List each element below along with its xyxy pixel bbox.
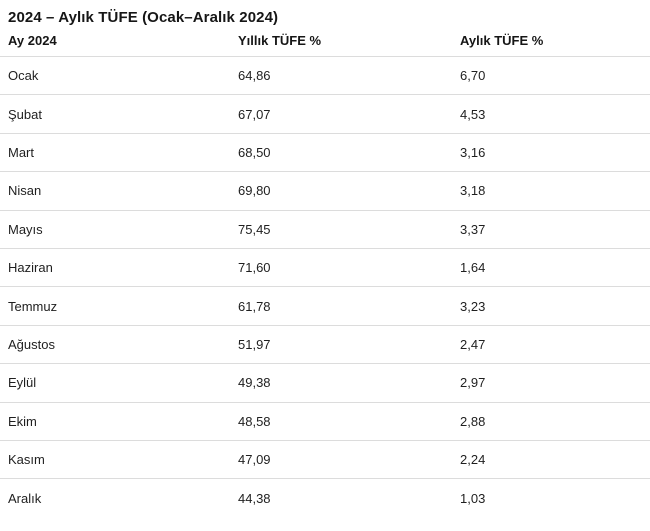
table-row: Ocak 64,86 6,70 xyxy=(0,56,650,96)
header-row: Ay 2024 Yıllık TÜFE % Aylık TÜFE % xyxy=(0,29,650,57)
table-row: Eylül 49,38 2,97 xyxy=(0,363,650,403)
table-row: Nisan 69,80 3,18 xyxy=(0,171,650,211)
table-body: Ocak 64,86 6,70 Şubat 67,07 4,53 Mart 68… xyxy=(0,56,650,518)
cell-monthly-tufe: 2,24 xyxy=(460,440,650,480)
cell-month: Mart xyxy=(0,133,238,173)
cell-month: Haziran xyxy=(0,248,238,288)
table-row: Mayıs 75,45 3,37 xyxy=(0,210,650,249)
cell-monthly-tufe: 3,37 xyxy=(460,210,650,249)
cell-monthly-tufe: 3,16 xyxy=(460,133,650,173)
cell-monthly-tufe: 3,23 xyxy=(460,286,650,326)
cell-monthly-tufe: 3,18 xyxy=(460,171,650,211)
cell-yearly-tufe: 61,78 xyxy=(238,286,460,326)
cell-monthly-tufe: 1,03 xyxy=(460,490,486,506)
column-header-yearly-tufe: Yıllık TÜFE % xyxy=(238,29,460,57)
cell-yearly-tufe: 68,50 xyxy=(238,133,460,173)
cell-yearly-tufe: 44,38 xyxy=(238,490,271,506)
cell-month: Şubat xyxy=(0,94,238,134)
cell-yearly-tufe: 51,97 xyxy=(238,325,460,365)
tufe-table: Ay 2024 Yıllık TÜFE % Aylık TÜFE % Ocak … xyxy=(0,29,650,517)
page-title: 2024 – Aylık TÜFE (Ocak–Aralık 2024) xyxy=(8,9,279,26)
cell-yearly-tufe: 71,60 xyxy=(238,248,460,288)
cell-yearly-tufe: 69,80 xyxy=(238,171,460,211)
cell-month: Temmuz xyxy=(0,286,238,326)
cell-yearly-tufe: 64,86 xyxy=(238,56,460,96)
cell-monthly-tufe: 2,97 xyxy=(460,363,650,403)
table-row: Mart 68,50 3,16 xyxy=(0,133,650,173)
table-row: Haziran 71,60 1,64 xyxy=(0,248,650,288)
cell-yearly-tufe: 75,45 xyxy=(238,210,460,249)
table-row: Aralık 44,38 1,03 xyxy=(0,479,650,517)
cell-monthly-tufe: 6,70 xyxy=(460,56,650,96)
table-row: Ekim 48,58 2,88 xyxy=(0,402,650,441)
cell-month: Eylül xyxy=(0,363,238,403)
table-header: Ay 2024 Yıllık TÜFE % Aylık TÜFE % xyxy=(0,29,650,57)
cell-month: Ekim xyxy=(0,402,238,441)
cell-monthly-tufe: 2,88 xyxy=(460,402,650,441)
cell-monthly-tufe: 1,64 xyxy=(460,248,650,288)
cell-month: Aralık xyxy=(8,490,42,506)
cell-month: Nisan xyxy=(0,171,238,211)
cell-monthly-tufe: 2,47 xyxy=(460,325,650,365)
cell-month: Ağustos xyxy=(0,325,238,365)
cell-monthly-tufe: 4,53 xyxy=(460,94,650,134)
table-row: Temmuz 61,78 3,23 xyxy=(0,286,650,326)
table-row: Şubat 67,07 4,53 xyxy=(0,94,650,134)
table-row: Kasım 47,09 2,24 xyxy=(0,440,650,480)
cell-yearly-tufe: 67,07 xyxy=(238,94,460,134)
table-row: Ağustos 51,97 2,47 xyxy=(0,325,650,365)
column-header-monthly-tufe: Aylık TÜFE % xyxy=(460,29,650,57)
cell-yearly-tufe: 48,58 xyxy=(238,402,460,441)
cell-yearly-tufe: 49,38 xyxy=(238,363,460,403)
cell-month: Kasım xyxy=(0,440,238,480)
cell-month: Mayıs xyxy=(0,210,238,249)
cell-yearly-tufe: 47,09 xyxy=(238,440,460,480)
column-header-month: Ay 2024 xyxy=(0,29,238,57)
cell-month: Ocak xyxy=(0,56,238,96)
